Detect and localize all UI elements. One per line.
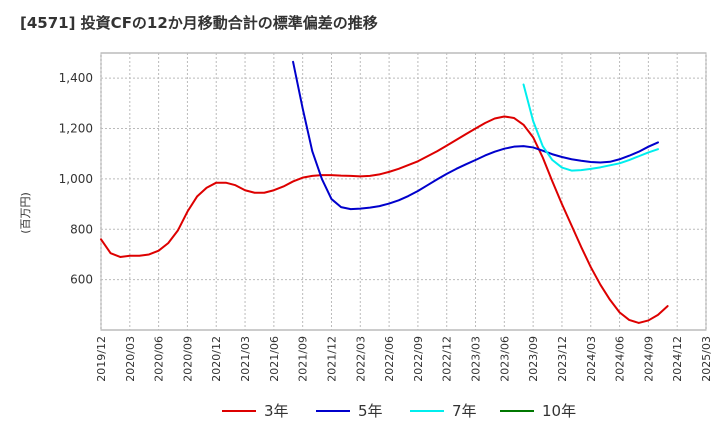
x-tick-label: 2023/06	[498, 336, 511, 382]
legend-swatch-7y	[410, 409, 444, 412]
legend-swatch-10y	[500, 409, 534, 412]
y-tick-label: 1,400	[59, 71, 93, 85]
x-tick-label: 2021/09	[297, 336, 310, 382]
y-tick-label: 800	[70, 222, 93, 236]
x-tick-label: 2021/06	[268, 336, 281, 382]
x-tick-label: 2020/06	[153, 336, 166, 382]
legend-label-5y: 5年	[358, 402, 383, 420]
x-tick-label: 2023/03	[470, 336, 483, 382]
legend-swatch-3y	[222, 409, 256, 412]
x-tick-label: 2022/09	[412, 336, 425, 382]
x-tick-label: 2020/09	[181, 336, 194, 382]
legend-item-3y: 3年	[222, 400, 289, 421]
series-line-1	[292, 60, 659, 211]
series-line-0	[100, 115, 669, 324]
x-tick-label: 2021/12	[325, 336, 338, 382]
chart-title: [4571] 投資CFの12か月移動合計の標準偏差の推移	[20, 14, 378, 32]
x-tick-label: 2020/12	[210, 336, 223, 382]
x-tick-label: 2024/06	[614, 336, 627, 382]
legend-item-10y: 10年	[500, 400, 576, 421]
x-tick-label: 2019/12	[95, 336, 108, 382]
legend-label-10y: 10年	[542, 402, 577, 420]
x-tick-label: 2023/12	[556, 336, 569, 382]
legend-label-3y: 3年	[264, 402, 289, 420]
legend-item-5y: 5年	[316, 400, 383, 421]
x-tick-label: 2022/03	[354, 336, 367, 382]
legend-label-7y: 7年	[452, 402, 477, 420]
y-tick-label: 600	[70, 273, 93, 287]
y-tick-label: 1,200	[59, 122, 93, 136]
x-tick-label: 2023/09	[527, 336, 540, 382]
y-axis-label: (百万円)	[4, 192, 46, 234]
legend-swatch-5y	[316, 409, 350, 412]
line-chart: 2019/12 2020/03 2020/06 2020/09 2020/12 2021/…	[59, 52, 713, 382]
x-tick-label: 2024/09	[642, 336, 655, 382]
x-tick-label: 2024/12	[671, 336, 684, 382]
x-tick-label: 2020/03	[124, 336, 137, 382]
series-line-2	[522, 83, 659, 172]
x-tick-label: 2022/12	[441, 336, 454, 382]
x-tick-label: 2022/06	[383, 336, 396, 382]
y-tick-label: 1,000	[59, 172, 93, 186]
x-tick-label: 2024/03	[585, 336, 598, 382]
plot-area	[100, 52, 707, 331]
x-tick-label: 2025/03	[700, 336, 713, 382]
y-axis-label-text: (百万円)	[18, 192, 32, 234]
legend: 3年 5年 7年 10年	[0, 400, 720, 430]
x-tick-label: 2021/03	[239, 336, 252, 382]
legend-item-7y: 7年	[410, 400, 477, 421]
